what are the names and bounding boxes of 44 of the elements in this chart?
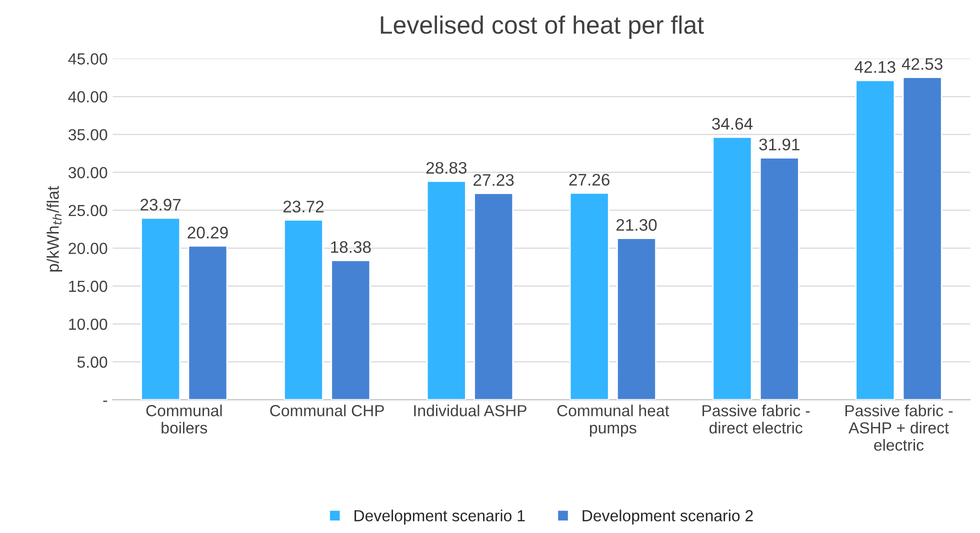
y-tick-label: 40.00: [68, 91, 108, 102]
data-label: 23.72: [283, 200, 324, 212]
y-tick-label: 15.00: [69, 280, 108, 292]
bar: [330, 260, 371, 400]
y-tick-label: 45.00: [68, 53, 108, 65]
y-tick-label: 5.00: [77, 356, 108, 368]
data-label: 42.53: [902, 58, 942, 70]
data-label: 42.13: [854, 61, 896, 73]
y-tick-label: 30.00: [68, 166, 108, 178]
data-label: 31.91: [759, 138, 800, 150]
x-tick-label: Passive fabric - direct electric: [702, 404, 810, 434]
bar: [855, 80, 896, 400]
legend-label: Development scenario 2: [582, 510, 753, 525]
bar: [569, 192, 610, 400]
bar: [140, 217, 181, 400]
bar: [284, 219, 324, 400]
data-label: 27.23: [474, 174, 514, 186]
legend-label: Development scenario 1: [354, 510, 525, 525]
data-label: 27.26: [569, 174, 610, 186]
data-label: 34.64: [712, 118, 753, 130]
x-tick-label: Communal heat pumps: [557, 404, 670, 437]
x-tick-label: Communal CHP: [270, 404, 384, 416]
y-tick-label: 35.00: [68, 129, 108, 140]
y-tick-label: -: [103, 400, 108, 402]
y-tick-label: 10.00: [69, 318, 108, 330]
y-tick-label: 20.00: [68, 242, 108, 254]
data-label: 28.83: [426, 162, 467, 174]
data-label: 20.29: [188, 226, 228, 238]
bar: [712, 136, 752, 400]
data-label: 21.30: [616, 219, 657, 231]
x-tick-label: Passive fabric - ASHP + direct electric: [845, 404, 953, 451]
bar: [616, 238, 656, 400]
chart-title: Levelised cost of heat per flat: [380, 16, 704, 39]
y-axis-title: p/kWh$_{th}$/flat: [46, 186, 62, 272]
data-label: 23.97: [140, 198, 181, 211]
bar: [759, 157, 800, 400]
x-tick-label: Communal boilers: [146, 404, 222, 434]
bar: [902, 76, 942, 400]
bar: [188, 245, 228, 400]
bar: [474, 192, 514, 400]
data-label: 18.38: [331, 241, 371, 253]
y-tick-label: 25.00: [68, 204, 108, 216]
bar: [426, 180, 466, 400]
x-tick-label: Individual ASHP: [414, 404, 526, 416]
